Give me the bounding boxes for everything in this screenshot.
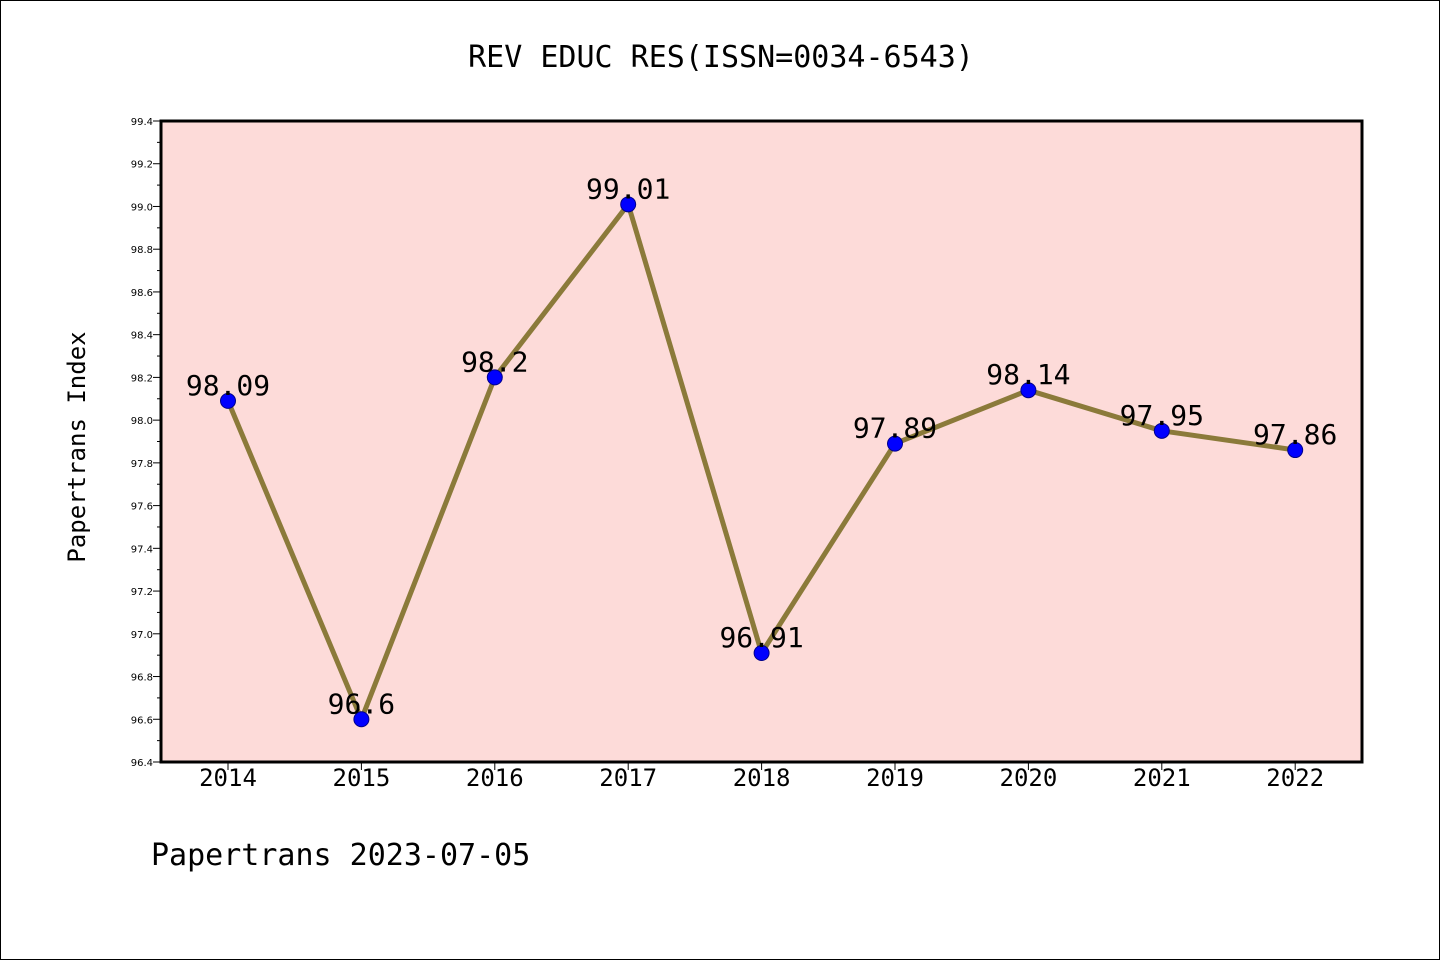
footer-note: Papertrans 2023-07-05 xyxy=(151,838,530,873)
y-axis-ticks: 96.4 96.6 96.8 97.0 97.2 97.4 97.6 97.8 98.0 98.2… xyxy=(131,117,161,769)
data-point-marker xyxy=(887,435,903,452)
data-labels-group: 98.09 96.6 98.2 99.01 96.91 97.89 98.14 97.95 97… xyxy=(186,172,1337,720)
y-axis-label: Papertrans Index xyxy=(63,331,91,562)
x-tick-label: 2017 xyxy=(599,764,657,792)
y-tick-label: 97.4 xyxy=(131,544,153,555)
y-tick-label: 98.2 xyxy=(131,373,153,384)
y-tick-label: 98.6 xyxy=(131,288,153,299)
x-tick-label: 2021 xyxy=(1133,764,1191,792)
y-tick-label: 99.2 xyxy=(131,160,153,171)
y-tick-label: 97.6 xyxy=(131,502,153,513)
data-label: 96.91 xyxy=(719,621,803,654)
data-point-marker xyxy=(1153,422,1170,439)
data-label: 99.01 xyxy=(586,172,670,205)
data-label: 97.89 xyxy=(853,412,937,445)
y-tick-label: 97.8 xyxy=(131,459,153,470)
x-tick-label: 2018 xyxy=(733,764,791,792)
data-label: 97.95 xyxy=(1120,399,1204,432)
y-tick-label: 98.8 xyxy=(131,245,153,256)
data-point-marker xyxy=(1287,442,1304,459)
x-axis-ticks: 2014 2015 2016 2017 2018 2019 2020 2021 2022 xyxy=(199,762,1324,792)
x-tick-label: 2019 xyxy=(866,764,924,792)
x-tick-label: 2016 xyxy=(466,764,524,792)
x-tick-label: 2022 xyxy=(1266,764,1324,792)
y-tick-label: 99.0 xyxy=(131,202,153,213)
x-tick-label: 2015 xyxy=(333,764,391,792)
y-tick-label: 98.4 xyxy=(131,331,153,342)
data-point-marker xyxy=(1020,382,1037,399)
x-tick-label: 2014 xyxy=(199,764,257,792)
y-tick-label: 99.4 xyxy=(131,117,153,128)
data-point-marker xyxy=(220,392,236,409)
y-tick-label: 97.2 xyxy=(131,587,153,598)
chart-title: REV EDUC RES(ISSN=0034-6543) xyxy=(468,40,974,75)
x-tick-label: 2020 xyxy=(1000,764,1058,792)
y-tick-label: 98.0 xyxy=(131,416,153,427)
data-label: 98.2 xyxy=(461,345,528,378)
data-label: 97.86 xyxy=(1253,418,1337,451)
data-label: 96.6 xyxy=(328,687,395,720)
data-label: 98.09 xyxy=(186,369,270,402)
data-label: 98.14 xyxy=(986,358,1070,391)
data-point-marker xyxy=(620,196,637,213)
data-point-marker xyxy=(753,645,770,662)
y-tick-label: 96.8 xyxy=(131,673,153,684)
data-point-marker xyxy=(486,369,503,386)
y-tick-label: 96.6 xyxy=(131,715,153,726)
y-tick-label: 97.0 xyxy=(131,630,153,641)
data-point-marker xyxy=(353,711,370,728)
markers-group xyxy=(220,196,1304,728)
y-tick-label: 96.4 xyxy=(131,758,153,769)
plot-border xyxy=(159,119,1364,764)
